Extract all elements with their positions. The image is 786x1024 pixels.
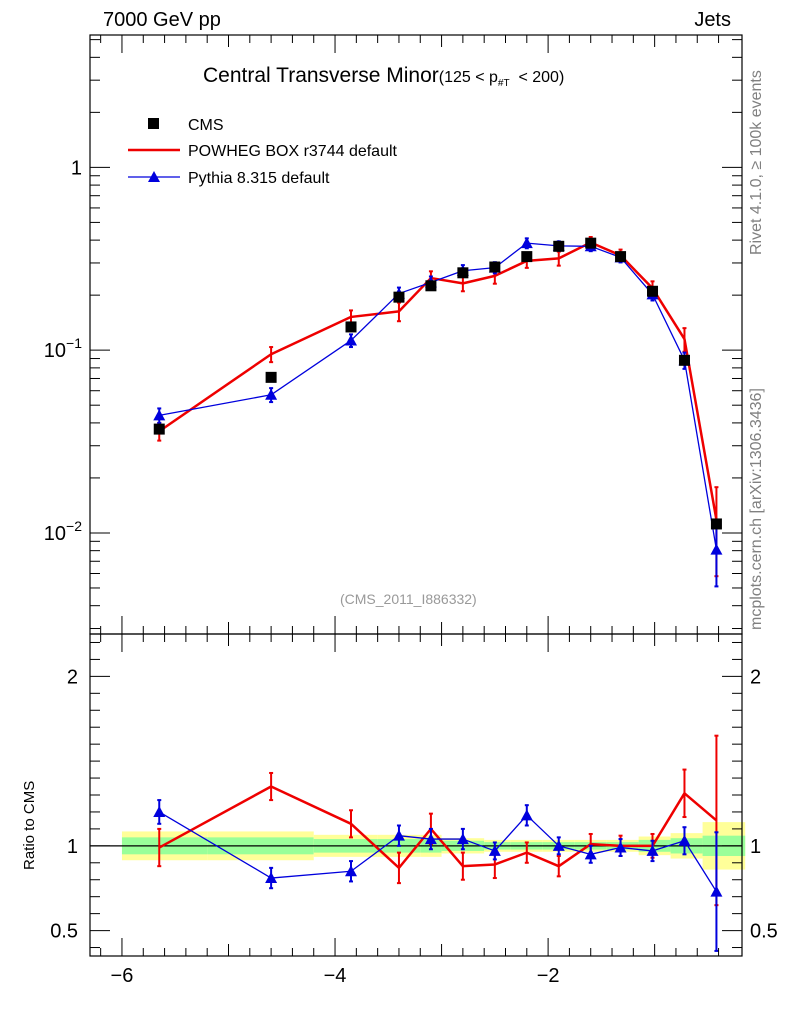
ratio-y-tick-label-left: 1 — [67, 836, 78, 858]
cms-point — [553, 240, 565, 252]
main-y-tick-label-base: 10 — [44, 523, 66, 545]
cms-point — [647, 285, 659, 297]
ratio-y-axis-label: Ratio to CMS — [21, 780, 38, 870]
header-right-label: Jets — [694, 9, 731, 31]
ratio-y-tick-label-left: 2 — [67, 666, 78, 688]
main-y-tick-label: 10−2 — [44, 518, 82, 545]
cms-point — [489, 261, 501, 273]
legend-entry-label: Pythia 8.315 default — [188, 170, 330, 187]
title-range-subscript: #T — [497, 78, 510, 90]
cms-point — [710, 518, 722, 530]
chart-title: Central Transverse Minor(125 < p#T < 200… — [203, 65, 564, 89]
legend: CMS POWHEG BOX r3744 default Pythia 8.315 … — [128, 117, 398, 187]
chart-title-range: (125 < p#T < 200) — [438, 69, 565, 90]
ratio-pythia-line — [158, 811, 717, 892]
pythia-point — [520, 237, 533, 249]
ratio-pythia-point — [614, 841, 627, 853]
cms-point — [425, 280, 437, 292]
cms-point — [153, 423, 165, 435]
main-panel-data — [153, 236, 723, 588]
ratio-pythia-point — [456, 833, 469, 845]
cms-point — [345, 321, 357, 333]
pythia-point — [153, 409, 166, 421]
pythia-line — [159, 242, 718, 550]
rivet-version-label: Rivet 4.1.0, ≥ 100k events — [748, 70, 765, 255]
legend-cms-marker — [148, 118, 159, 129]
ratio-pythia-point — [424, 833, 437, 845]
ratio-pythia-point — [646, 844, 659, 856]
ratio-pythia-point — [265, 872, 278, 884]
ratio-pythia-point — [345, 865, 358, 877]
chart-title-main: Central Transverse Minor — [203, 64, 439, 87]
main-y-tick-label-exponent: −1 — [66, 335, 82, 351]
title-range-lhs: (125 < p — [438, 69, 498, 86]
cms-point — [521, 251, 533, 263]
ratio-panel-data — [153, 734, 723, 952]
ratio-pythia-point — [153, 805, 166, 817]
ratio-y-tick-label-right: 0.5 — [750, 921, 778, 943]
legend-entry-label: POWHEG BOX r3744 default — [188, 143, 398, 160]
ratio-pythia-point — [678, 834, 691, 846]
title-range-rhs: < 200) — [518, 69, 565, 86]
cms-point — [678, 354, 690, 366]
ratio-powheg-line — [158, 785, 718, 870]
powheg-line — [158, 241, 718, 521]
mcplots-reference-label: mcplots.cern.ch [arXiv:1306.3436] — [748, 388, 765, 630]
ratio-frame — [89, 633, 743, 957]
ratio-pythia-point — [488, 844, 501, 856]
ratio-pythia-point — [520, 809, 533, 821]
cms-point — [615, 251, 627, 263]
ratio-y-tick-label-left: 0.5 — [50, 921, 78, 943]
cms-point — [457, 267, 469, 279]
header-left-label: 7000 GeV pp — [103, 9, 221, 31]
ratio-pythia-point — [392, 829, 405, 841]
ratio-pythia-point — [584, 848, 597, 860]
ratio-y-tick-label-right: 2 — [750, 666, 761, 688]
cms-point — [265, 371, 277, 383]
main-y-tick-label-base: 10 — [44, 340, 66, 362]
cms-point — [585, 237, 597, 249]
main-y-tick-label: 1 — [71, 157, 82, 179]
legend-entry-label: CMS — [188, 117, 224, 134]
cms-point — [393, 291, 405, 303]
pythia-point — [345, 334, 358, 346]
x-tick-label: −2 — [537, 965, 560, 987]
analysis-watermark: (CMS_2011_I886332) — [340, 591, 477, 607]
main-y-tick-label: 10−1 — [44, 335, 82, 362]
pythia-point — [710, 543, 723, 555]
pythia-point — [265, 388, 278, 400]
ratio-y-tick-label-right: 1 — [750, 836, 761, 858]
ratio-panel-axes: −6 −4 −2 0.5 0.5 1 1 2 2 — [50, 633, 778, 987]
x-tick-label: −4 — [324, 965, 347, 987]
main-y-tick-label-exponent: −2 — [66, 518, 82, 534]
ratio-pythia-point — [710, 885, 723, 897]
legend-pythia-marker — [148, 171, 160, 182]
x-tick-label: −6 — [111, 965, 134, 987]
ratio-pythia-point — [552, 839, 565, 851]
